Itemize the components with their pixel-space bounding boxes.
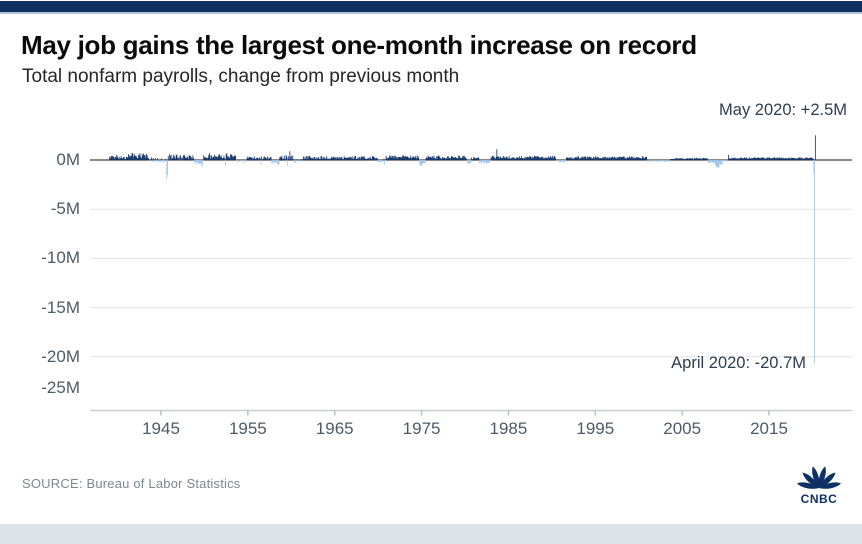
y-axis-label: -25M [41,378,80,397]
y-axis-label: -5M [50,199,80,219]
source-text: SOURCE: Bureau of Labor Statistics [22,476,241,491]
x-axis-label: 1975 [402,419,441,438]
peacock-icon [796,466,842,489]
top-accent-underline [0,12,862,14]
x-axis-label: 1965 [315,419,354,438]
bottom-strip [0,524,862,544]
x-axis-label: 1945 [142,419,180,438]
x-axis-label: 2005 [663,419,702,438]
y-axis-label: -15M [41,297,80,317]
x-axis-label: 1955 [228,419,267,438]
page-title: May job gains the largest one-month incr… [21,30,697,60]
cnbc-logo: CNBC [796,466,842,506]
bars-series [109,135,816,364]
y-axis-label: 0M [56,150,80,169]
y-axis-label: -20M [41,346,80,366]
page-subtitle: Total nonfarm payrolls, change from prev… [22,66,460,87]
x-axis-label: 1995 [576,419,615,438]
annotation-april-2020: April 2020: -20.7M [671,354,806,372]
annotation-may-2020: May 2020: +2.5M [719,101,847,119]
y-axis-label: -10M [41,248,80,268]
x-axis-label: 1985 [489,419,528,438]
x-axis-label: 2015 [750,419,788,438]
logo-wordmark: CNBC [801,492,838,506]
top-accent-bar [0,1,862,12]
